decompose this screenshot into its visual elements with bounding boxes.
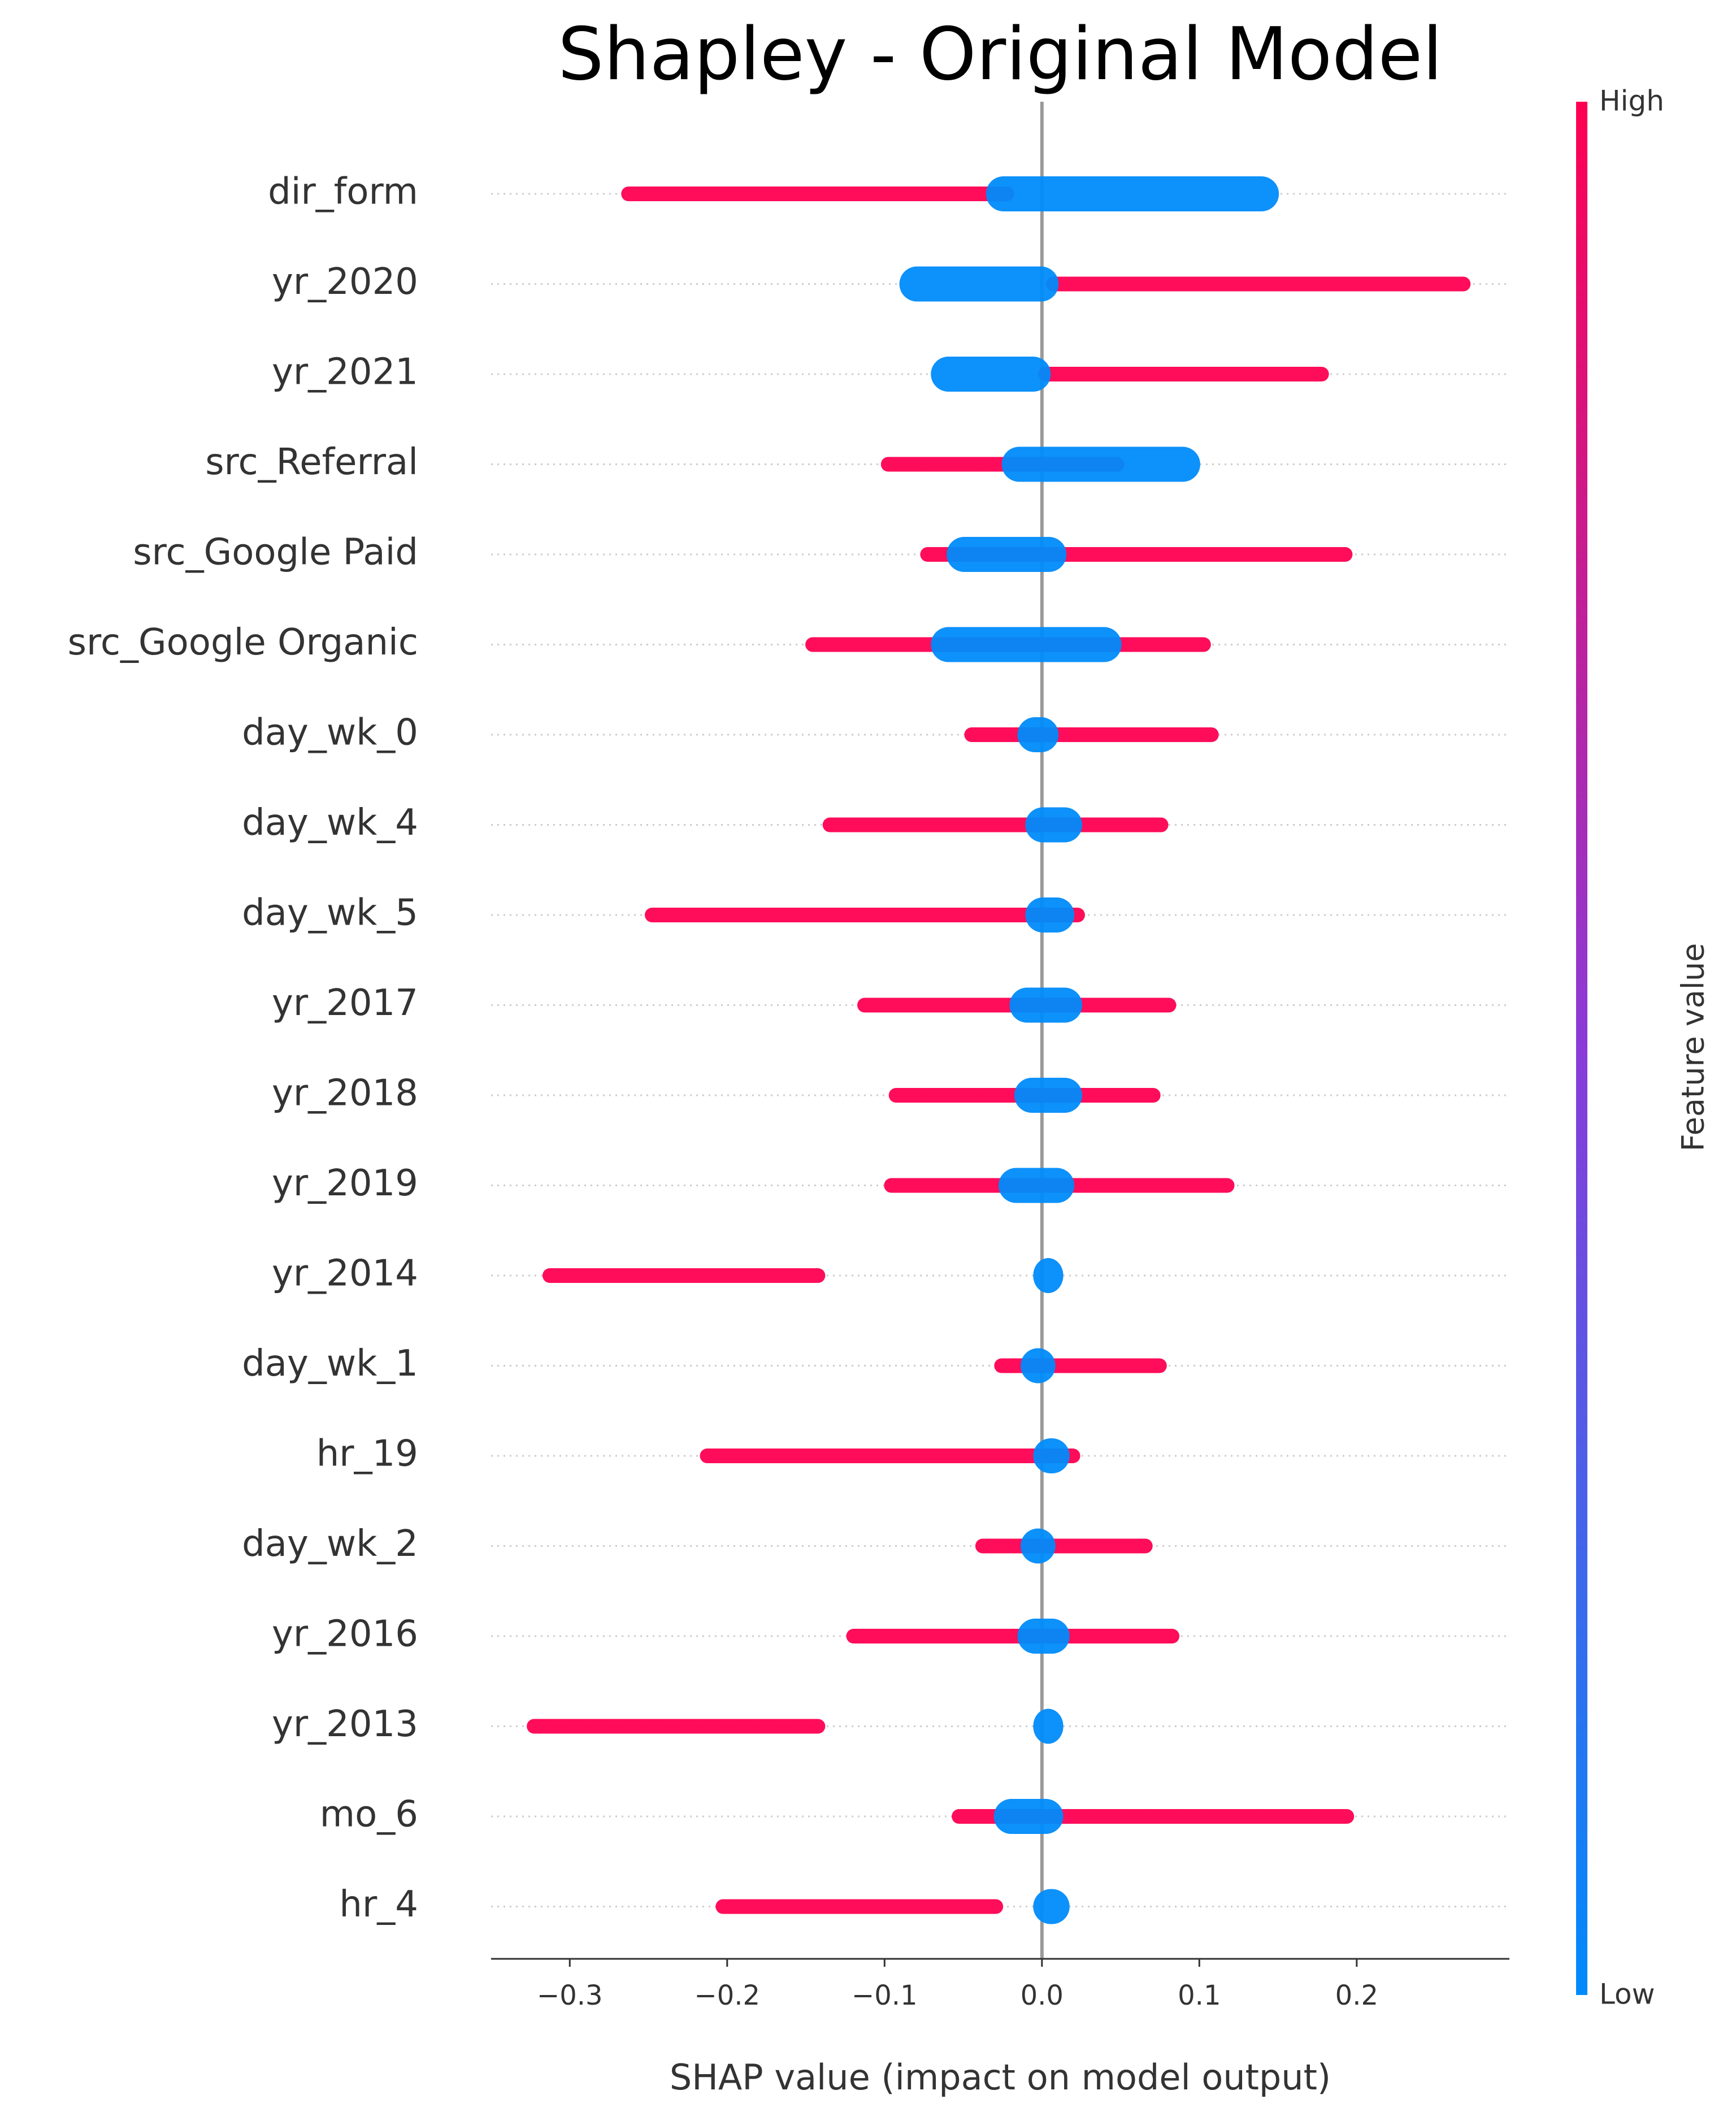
colorbar-low: Low [1599,1978,1655,2011]
colorbar [1576,102,1587,1995]
swarm-high [527,1719,826,1734]
swarm-high [1038,367,1329,381]
y-tick-label: mo_6 [320,1794,418,1836]
y-tick-label: day_wk_5 [242,892,418,934]
x-tick-label: 0.1 [1178,1980,1221,2011]
x-tick-label: −0.1 [852,1980,918,2011]
swarm-low [931,357,1051,392]
swarm-high [994,1358,1167,1373]
y-tick-label: yr_2014 [272,1253,418,1295]
swarm-low [1017,1619,1070,1654]
colorbar-high: High [1599,85,1664,118]
swarm-high [542,1268,826,1283]
y-tick-label: yr_2017 [272,982,418,1024]
y-tick-label: day_wk_2 [242,1523,418,1565]
swarm-low [1025,897,1075,933]
swarm-low [1021,1528,1056,1564]
swarm-low [1001,446,1200,482]
swarm-high [700,1449,1080,1463]
swarm-low [1009,987,1083,1023]
y-tick-label: yr_2013 [272,1703,418,1745]
y-tick-label: day_wk_4 [242,802,418,844]
y-tick-label: yr_2018 [272,1073,418,1114]
swarm-low [899,266,1059,302]
colorbar-label: Feature value [1676,943,1711,1152]
swarm-low [1033,1708,1064,1744]
x-tick-label: −0.2 [694,1980,760,2011]
swarm-low [993,1799,1064,1834]
swarm-high [645,908,1085,922]
swarm-low [947,537,1067,572]
y-tick-label: yr_2019 [272,1163,418,1204]
y-tick-label: yr_2020 [272,261,418,303]
chart-title: Shapley - Original Model [558,12,1443,97]
x-tick-label: 0.0 [1021,1980,1064,2011]
swarm-low [1025,807,1083,843]
y-tick-label: hr_19 [316,1433,418,1475]
swarm-low [931,627,1122,662]
swarm-low [986,176,1279,211]
x-tick-label: 0.2 [1335,1980,1378,2011]
y-tick-label: hr_4 [339,1884,418,1925]
swarm-high [715,1899,1004,1914]
swarm-low [1014,1078,1083,1113]
swarm-low [1021,1348,1056,1384]
x-axis-label: SHAP value (impact on model output) [670,2057,1331,2098]
y-tick-label: yr_2021 [272,352,418,393]
swarm-high [621,187,1014,201]
swarm-low [1033,1889,1070,1924]
swarm-high [1046,276,1471,292]
swarm-high [964,727,1219,742]
y-tick-label: yr_2016 [272,1614,418,1655]
swarm-low [1033,1258,1064,1293]
y-tick-label: src_Google Paid [133,532,418,574]
swarm-low [999,1168,1075,1203]
swarm-high [822,817,1169,832]
x-tick-label: −0.3 [537,1980,603,2011]
swarm-high [975,1538,1153,1554]
swarm-high [846,1629,1180,1643]
swarm-low [1017,717,1059,752]
y-tick-label: dir_form [268,171,418,213]
y-tick-label: src_Referral [205,441,418,483]
y-tick-label: src_Google Organic [68,622,418,663]
y-tick-label: day_wk_0 [242,712,418,754]
swarm-low [1033,1438,1070,1473]
y-tick-label: day_wk_1 [242,1343,418,1385]
